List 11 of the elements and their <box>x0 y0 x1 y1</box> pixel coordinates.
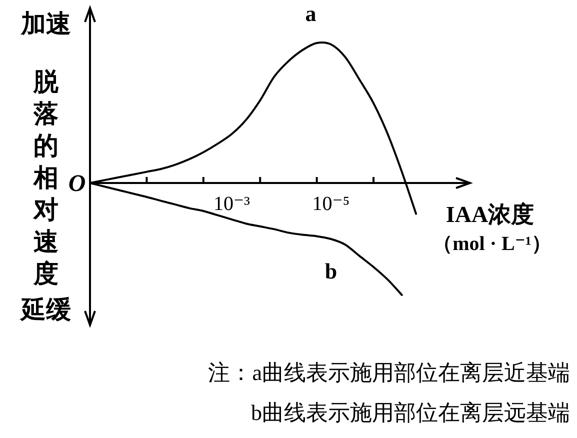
x-tick-label: 10⁻⁵ <box>312 193 350 215</box>
text: 加速 <box>20 10 71 38</box>
y-axis-title: 脱落的相对速度 <box>32 68 60 288</box>
x-axis-title: IAA浓度（mol · L⁻¹） <box>432 201 552 255</box>
text: 注：a曲线表示施用部位在离层近基端 <box>208 360 570 385</box>
text: b曲线表示施用部位在离层远基端 <box>251 400 570 425</box>
text: O <box>68 171 86 197</box>
series-label: b <box>324 258 338 284</box>
x-tick-label: 10⁻³ <box>213 193 250 215</box>
text: 延缓 <box>19 296 71 324</box>
series-label: a <box>305 1 316 26</box>
